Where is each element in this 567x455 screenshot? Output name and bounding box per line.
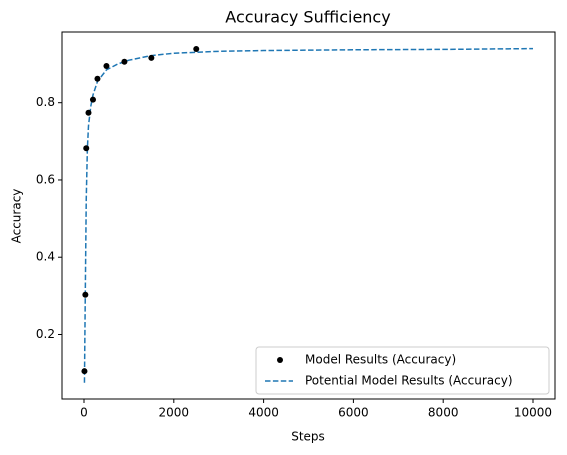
legend-marker <box>277 357 283 363</box>
scatter-point <box>83 145 90 152</box>
scatter-point <box>85 109 92 116</box>
x-tick-label: 4000 <box>248 406 279 420</box>
y-tick-label: 0.2 <box>36 327 55 341</box>
y-tick-label: 0.8 <box>36 95 55 109</box>
x-tick-label: 0 <box>80 406 88 420</box>
chart-title: Accuracy Sufficiency <box>225 8 390 27</box>
scatter-point <box>81 368 88 375</box>
line <box>83 47 534 383</box>
x-axis-label: Steps <box>291 430 325 444</box>
legend-label: Model Results (Accuracy) <box>305 353 456 367</box>
x-tick-label: 8000 <box>428 406 459 420</box>
y-tick-label: 0.6 <box>36 172 55 186</box>
y-tick-label: 0.4 <box>36 250 55 264</box>
x-tick-label: 10000 <box>514 406 552 420</box>
scatter-point <box>103 62 110 69</box>
scatter-point <box>193 45 200 52</box>
legend-label: Potential Model Results (Accuracy) <box>305 374 513 388</box>
scatter-point <box>121 58 128 65</box>
scatter-point <box>82 291 89 298</box>
scatter-point <box>148 54 155 61</box>
legend-box <box>255 346 550 395</box>
y-axis-label: Accuracy <box>10 189 24 244</box>
plot-frame <box>61 31 556 400</box>
x-tick-label: 6000 <box>338 406 369 420</box>
scatter-point <box>89 96 96 103</box>
x-tick-label: 2000 <box>159 406 190 420</box>
scatter-point <box>94 75 101 82</box>
